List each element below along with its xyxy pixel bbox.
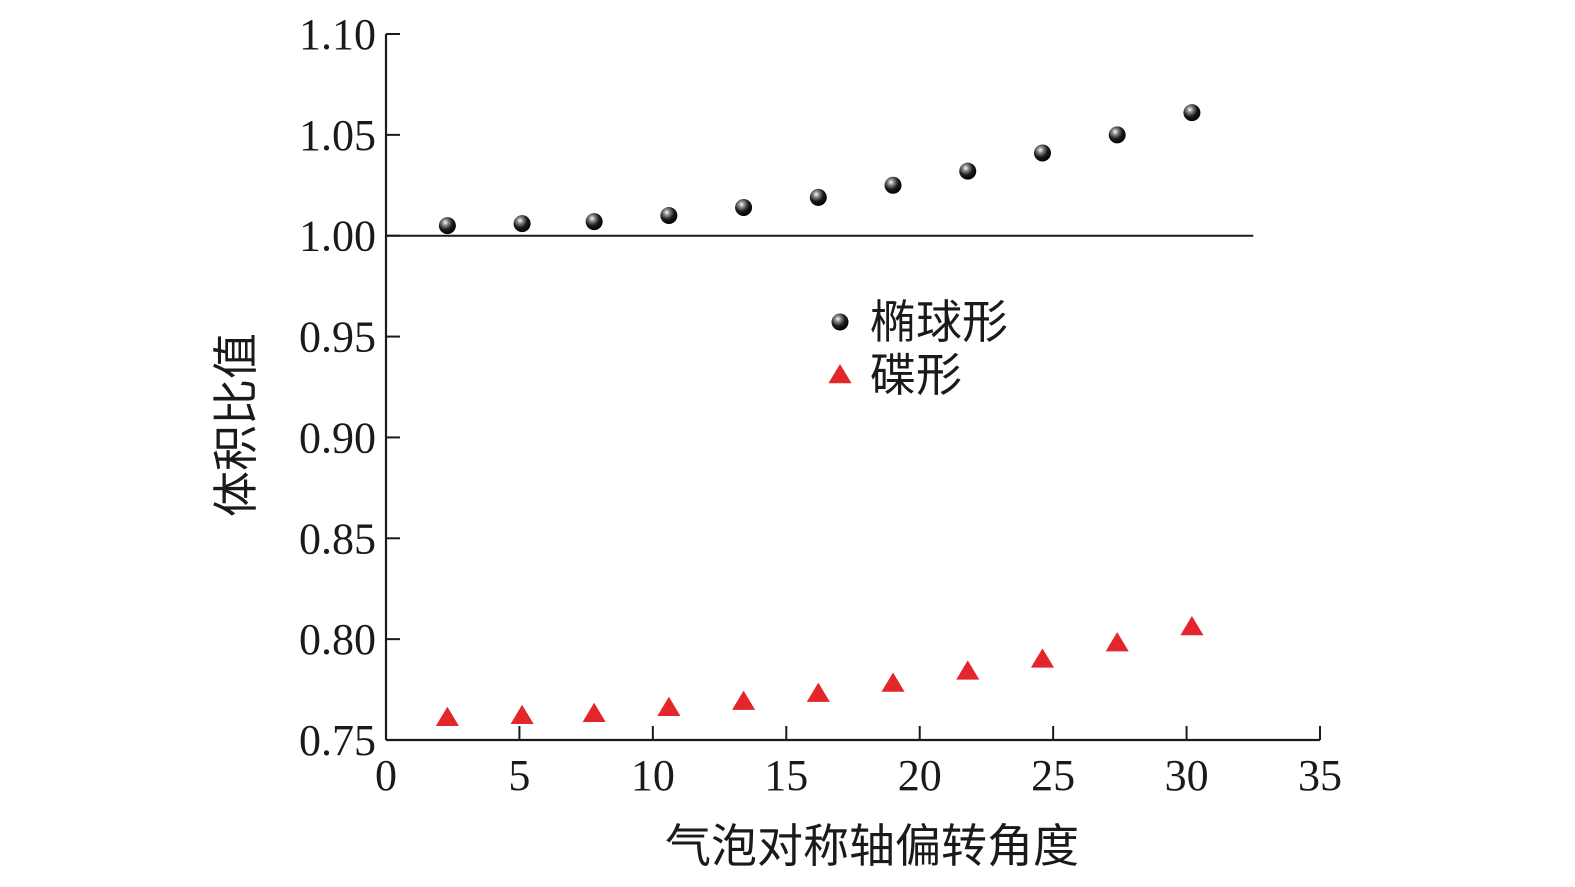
y-tick-label: 0.80 (299, 615, 376, 664)
disc-point (956, 660, 980, 680)
ellipsoid-point (735, 198, 753, 216)
disc-point (1105, 632, 1129, 652)
x-tick-label: 0 (375, 751, 397, 800)
y-tick-label: 0.90 (299, 413, 376, 462)
disc-point (582, 702, 606, 723)
disc-point (1180, 616, 1204, 636)
disc-point (881, 672, 905, 692)
disc-point (732, 690, 756, 710)
ellipsoid-point (585, 213, 603, 231)
y-tick-label: 0.95 (299, 313, 376, 362)
x-tick-label: 20 (898, 751, 942, 800)
legend-label-ellipsoid: 椭球形 (870, 295, 1008, 349)
disc-point (1030, 648, 1055, 668)
ellipsoid-point (1183, 104, 1201, 122)
y-tick-label: 0.85 (299, 514, 376, 563)
ellipsoid-point (660, 207, 678, 225)
x-tick-label: 25 (1031, 751, 1075, 800)
x-tick-label: 15 (764, 751, 808, 800)
ellipsoid-point (513, 215, 531, 233)
legend-marker-ellipsoid (831, 313, 849, 331)
ellipsoid-point (1033, 144, 1051, 162)
ellipsoid-point (438, 217, 456, 235)
disc-point (510, 704, 534, 725)
y-tick-label: 0.75 (299, 716, 376, 765)
x-tick-label: 5 (508, 751, 530, 800)
x-tick-label: 10 (631, 751, 675, 800)
legend-label-disc: 碟形 (870, 348, 962, 402)
data-points (435, 104, 1204, 727)
x-axis-title: 气泡对称轴偏转角度 (665, 819, 1079, 873)
ellipsoid-point (884, 176, 902, 194)
disc-point (806, 682, 830, 702)
disc-point (657, 696, 681, 716)
y-tick-label: 1.05 (299, 111, 376, 160)
legend-marker-disc (828, 364, 852, 384)
ellipsoid-point (809, 188, 827, 206)
y-tick-label: 1.00 (299, 212, 376, 261)
ellipsoid-point (959, 162, 977, 180)
disc-point (435, 706, 459, 727)
ellipsoid-point (1108, 126, 1126, 144)
y-tick-label: 1.10 (299, 10, 376, 59)
y-axis-title: 体积比值 (209, 333, 263, 517)
x-tick-label: 30 (1165, 751, 1209, 800)
x-tick-label: 35 (1298, 751, 1342, 800)
axes: 0.75 0.80 0.85 0.90 0.95 1.00 1.05 1.10 0 5 10 15 20… (299, 10, 1342, 800)
